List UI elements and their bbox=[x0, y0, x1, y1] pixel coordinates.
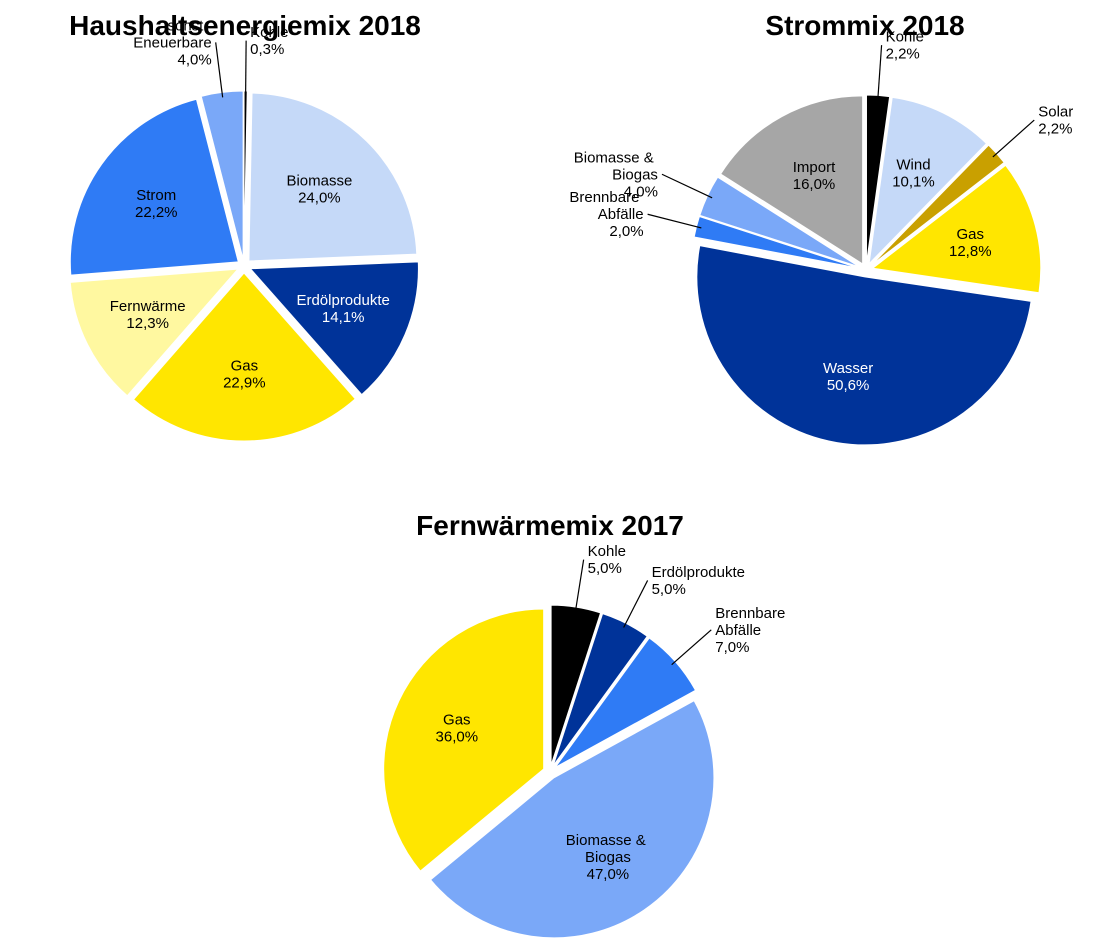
pie-slice bbox=[249, 261, 419, 396]
slice-label: Import bbox=[793, 159, 836, 176]
slice-label: Gas bbox=[231, 357, 259, 374]
value-label: 10,1% bbox=[892, 174, 935, 191]
leader-line bbox=[623, 580, 649, 628]
value-label: 4,0% bbox=[624, 183, 658, 200]
value-label: 47,0% bbox=[587, 866, 630, 883]
slice-label: Brennbare Abfälle bbox=[715, 605, 789, 639]
leader-line bbox=[661, 173, 713, 199]
pie-slice bbox=[383, 608, 545, 872]
leader-line bbox=[245, 40, 247, 97]
pie-slice bbox=[429, 700, 715, 938]
value-label: 7,0% bbox=[715, 639, 749, 656]
value-label: 2,2% bbox=[1038, 121, 1072, 138]
leader-line bbox=[877, 45, 883, 101]
leader-line bbox=[671, 629, 712, 666]
value-label: 12,8% bbox=[949, 243, 992, 260]
slice-label: Kohle bbox=[886, 29, 924, 46]
slice-label: sonst. Eneuerbare bbox=[133, 17, 211, 51]
value-label: 2,2% bbox=[886, 46, 920, 63]
slice-label: Erdölprodukte bbox=[296, 292, 389, 309]
value-label: 5,0% bbox=[588, 560, 622, 577]
leader-line bbox=[992, 119, 1035, 158]
chart-title: Fernwärmemix 2017 bbox=[416, 510, 684, 541]
slice-label: Kohle bbox=[250, 24, 288, 41]
pie-slice bbox=[248, 92, 418, 262]
slice-label: Erdölprodukte bbox=[652, 564, 745, 581]
value-label: 36,0% bbox=[436, 729, 479, 746]
slice-label: Strom bbox=[136, 187, 176, 204]
value-label: 4,0% bbox=[177, 51, 211, 68]
pie-slice bbox=[719, 95, 864, 265]
slice-label: Kohle bbox=[588, 543, 626, 560]
slice-label: Biomasse & Biogas bbox=[574, 149, 658, 183]
value-label: 22,2% bbox=[135, 204, 178, 221]
value-label: 0,3% bbox=[250, 41, 284, 58]
pie-slice bbox=[69, 268, 239, 397]
pie-slice bbox=[696, 245, 1032, 446]
value-label: 16,0% bbox=[793, 176, 836, 193]
leader-line bbox=[574, 559, 585, 612]
slice-label: Solar bbox=[1038, 104, 1073, 121]
pie-slice bbox=[132, 272, 357, 442]
value-label: 5,0% bbox=[652, 581, 686, 598]
chart-title: Haushaltsenergiemix 2018 bbox=[69, 10, 421, 41]
value-label: 12,3% bbox=[126, 315, 169, 332]
pie-slice bbox=[871, 164, 1042, 294]
value-label: 22,9% bbox=[223, 374, 266, 391]
chart-title: Strommix 2018 bbox=[765, 10, 964, 41]
slice-label: Wind bbox=[896, 157, 930, 174]
value-label: 50,6% bbox=[827, 377, 870, 394]
slice-label: Wasser bbox=[823, 360, 873, 377]
leader-line bbox=[215, 42, 224, 98]
pie-slice bbox=[69, 98, 239, 276]
slice-label: Brennbare Abfälle bbox=[569, 189, 643, 223]
slice-label: Biomasse bbox=[286, 172, 352, 189]
slice-label: Gas bbox=[957, 226, 985, 243]
slice-label: Gas bbox=[443, 712, 471, 729]
value-label: 14,1% bbox=[322, 309, 365, 326]
value-label: 2,0% bbox=[609, 223, 643, 240]
slice-label: Fernwärme bbox=[110, 298, 186, 315]
leader-line bbox=[647, 213, 702, 229]
value-label: 24,0% bbox=[298, 189, 341, 206]
slice-label: Biomasse & Biogas bbox=[566, 832, 650, 866]
pie-slice bbox=[868, 96, 988, 266]
pie-slice bbox=[243, 90, 248, 260]
